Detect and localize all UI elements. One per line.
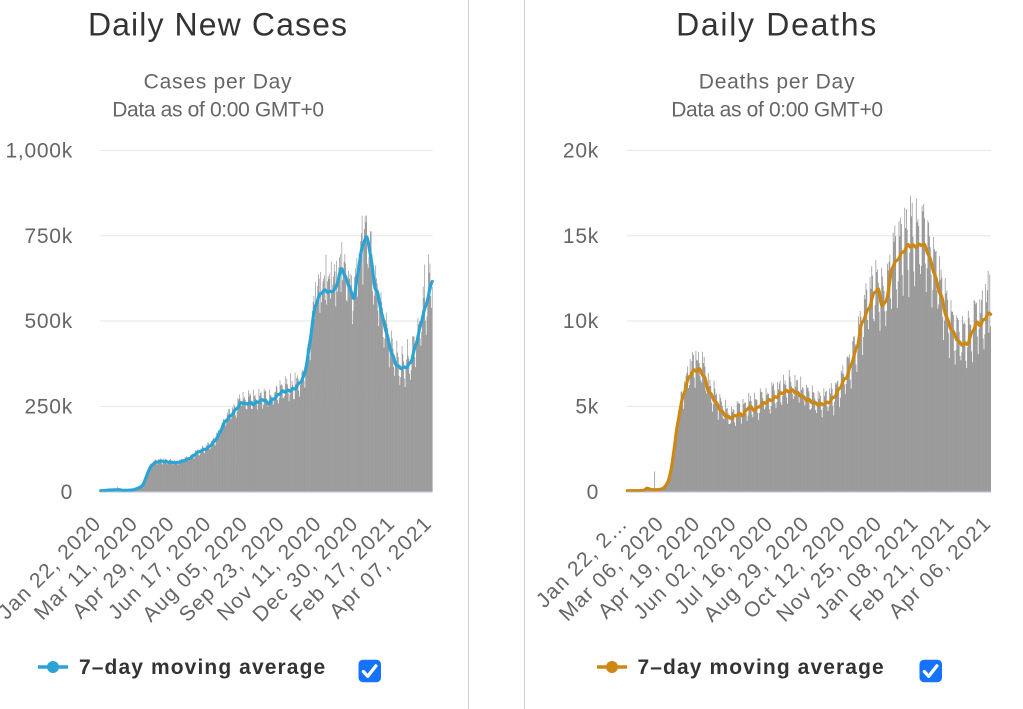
- svg-text:250k: 250k: [24, 396, 73, 419]
- svg-text:20k: 20k: [563, 140, 599, 163]
- svg-text:7–day moving average: 7–day moving average: [638, 656, 885, 679]
- svg-text:0: 0: [61, 481, 73, 504]
- svg-text:750k: 750k: [24, 225, 73, 248]
- svg-text:1,000k: 1,000k: [5, 140, 73, 163]
- svg-text:0: 0: [587, 481, 599, 504]
- svg-text:15k: 15k: [563, 225, 599, 248]
- svg-text:Data as of 0:00 GMT+0: Data as of 0:00 GMT+0: [671, 99, 883, 122]
- svg-text:10k: 10k: [563, 310, 599, 333]
- svg-text:500k: 500k: [24, 310, 73, 333]
- svg-text:7–day moving average: 7–day moving average: [79, 656, 326, 679]
- svg-text:Deaths per Day: Deaths per Day: [699, 71, 855, 94]
- svg-text:Daily Deaths: Daily Deaths: [676, 7, 878, 43]
- svg-text:Cases per Day: Cases per Day: [144, 71, 293, 94]
- svg-text:Daily New Cases: Daily New Cases: [88, 7, 348, 43]
- svg-text:Data as of 0:00 GMT+0: Data as of 0:00 GMT+0: [112, 99, 324, 122]
- svg-text:5k: 5k: [575, 396, 599, 419]
